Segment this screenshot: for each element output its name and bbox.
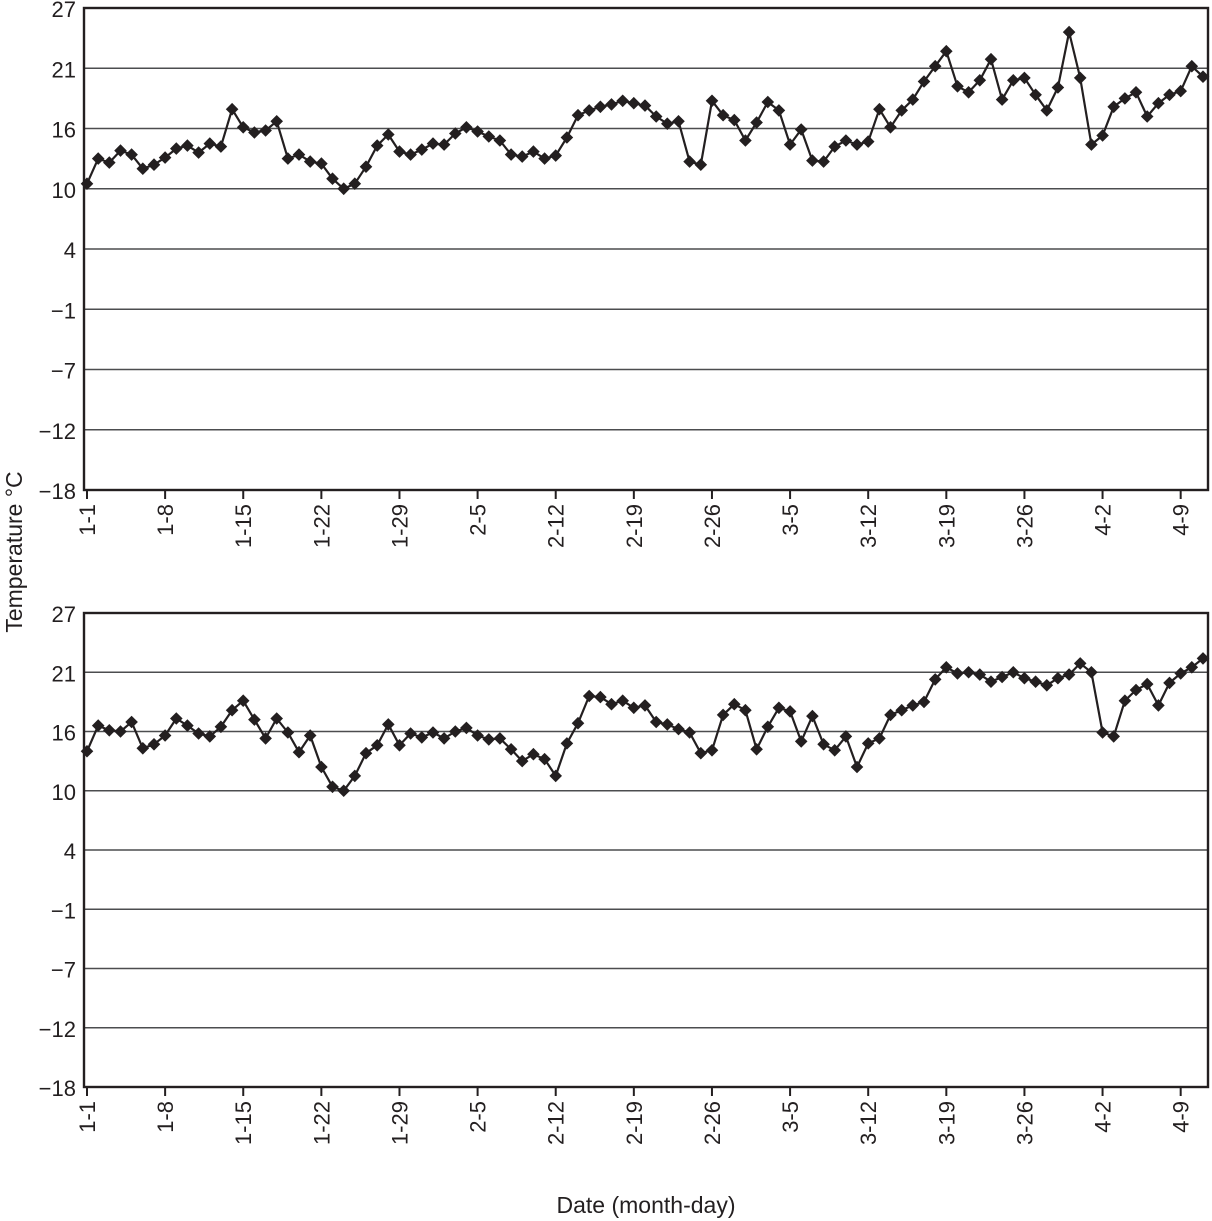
- y-tick-label: −12: [39, 1017, 76, 1042]
- x-tick-label: 1-1: [75, 1101, 100, 1133]
- x-tick-label: 4-2: [1091, 1101, 1116, 1133]
- y-axis-title: Temperature °C: [1, 471, 27, 632]
- x-tick-label: 2-5: [466, 504, 491, 536]
- x-tick-label: 2-5: [466, 1101, 491, 1133]
- y-tick-label: 10: [52, 780, 76, 805]
- x-tick-label: 4-9: [1169, 1101, 1194, 1133]
- x-tick-label: 3-12: [856, 504, 881, 548]
- plot-frame: [82, 6, 1210, 492]
- x-tick-label: 1-29: [387, 1101, 412, 1145]
- x-tick-label: 2-19: [622, 504, 647, 548]
- y-tick-label: −1: [51, 898, 76, 923]
- y-tick-label: 4: [64, 839, 76, 864]
- x-tick-label: 1-1: [75, 504, 100, 536]
- y-tick-label: 10: [52, 178, 76, 203]
- gridlines: [84, 671, 1208, 1029]
- y-tick-label: −7: [51, 958, 76, 983]
- upper-chart-plot: 27 21 16 10 4 −1 −7 −12 −181-1 1-8 1-15 1-22 1-29 2-5…: [39, 0, 1210, 548]
- y-tick-labels: 27 21 16 10 4 −1 −7 −12 −18: [39, 0, 76, 504]
- y-tick-label: 27: [52, 602, 76, 627]
- plot-frame: [82, 611, 1210, 1089]
- y-tick-labels: 27 21 16 10 4 −1 −7 −12 −18: [39, 602, 76, 1101]
- x-tick-label: 3-19: [934, 1101, 959, 1145]
- y-tick-label: 21: [52, 661, 76, 686]
- x-tick-label: 4-2: [1091, 504, 1116, 536]
- y-tick-label: 4: [64, 238, 76, 263]
- x-tick-label: 2-12: [544, 1101, 569, 1145]
- x-tick-label: 2-26: [700, 1101, 725, 1145]
- x-tick-label: 1-22: [309, 504, 334, 548]
- upper-temperature-series-markers: [80, 25, 1210, 196]
- y-tick-label: −12: [39, 419, 76, 444]
- x-tick-label: 3-5: [778, 504, 803, 536]
- gridlines: [84, 67, 1208, 431]
- y-tick-label: −18: [39, 1076, 76, 1101]
- x-axis-title: Date (month-day): [557, 1192, 736, 1218]
- x-tick-label: 3-26: [1012, 1101, 1037, 1145]
- y-tick-label: 16: [52, 721, 76, 746]
- x-tick-label: 1-8: [153, 1101, 178, 1133]
- x-ticks: 1-1 1-8 1-15 1-22 1-29 2-5 2-12 2-19 2-26 3-5 3-12…: [75, 490, 1194, 548]
- x-tick-label: 2-12: [544, 504, 569, 548]
- y-tick-label: −7: [51, 359, 76, 384]
- x-tick-label: 3-19: [934, 504, 959, 548]
- x-tick-label: 1-15: [231, 504, 256, 548]
- x-tick-label: 1-8: [153, 504, 178, 536]
- x-tick-label: 1-15: [231, 1101, 256, 1145]
- y-tick-label: 21: [52, 57, 76, 82]
- x-tick-label: 1-22: [309, 1101, 334, 1145]
- x-tick-label: 3-12: [856, 1101, 881, 1145]
- y-tick-label: 27: [52, 0, 76, 22]
- x-tick-label: 2-19: [622, 1101, 647, 1145]
- lower-chart-plot: 27 21 16 10 4 −1 −7 −12 −181-1 1-8 1-15 1-22 1-29 2-5…: [39, 602, 1210, 1145]
- y-tick-label: −1: [51, 298, 76, 323]
- y-tick-label: −18: [39, 479, 76, 504]
- x-ticks: 1-1 1-8 1-15 1-22 1-29 2-5 2-12 2-19 2-26 3-5 3-12…: [75, 1087, 1194, 1145]
- x-tick-label: 4-9: [1169, 504, 1194, 536]
- lower-temperature-series-markers: [80, 652, 1210, 797]
- x-tick-label: 2-26: [700, 504, 725, 548]
- x-tick-label: 3-26: [1012, 504, 1037, 548]
- x-tick-label: 1-29: [387, 504, 412, 548]
- y-tick-label: 16: [52, 118, 76, 143]
- x-tick-label: 3-5: [778, 1101, 803, 1133]
